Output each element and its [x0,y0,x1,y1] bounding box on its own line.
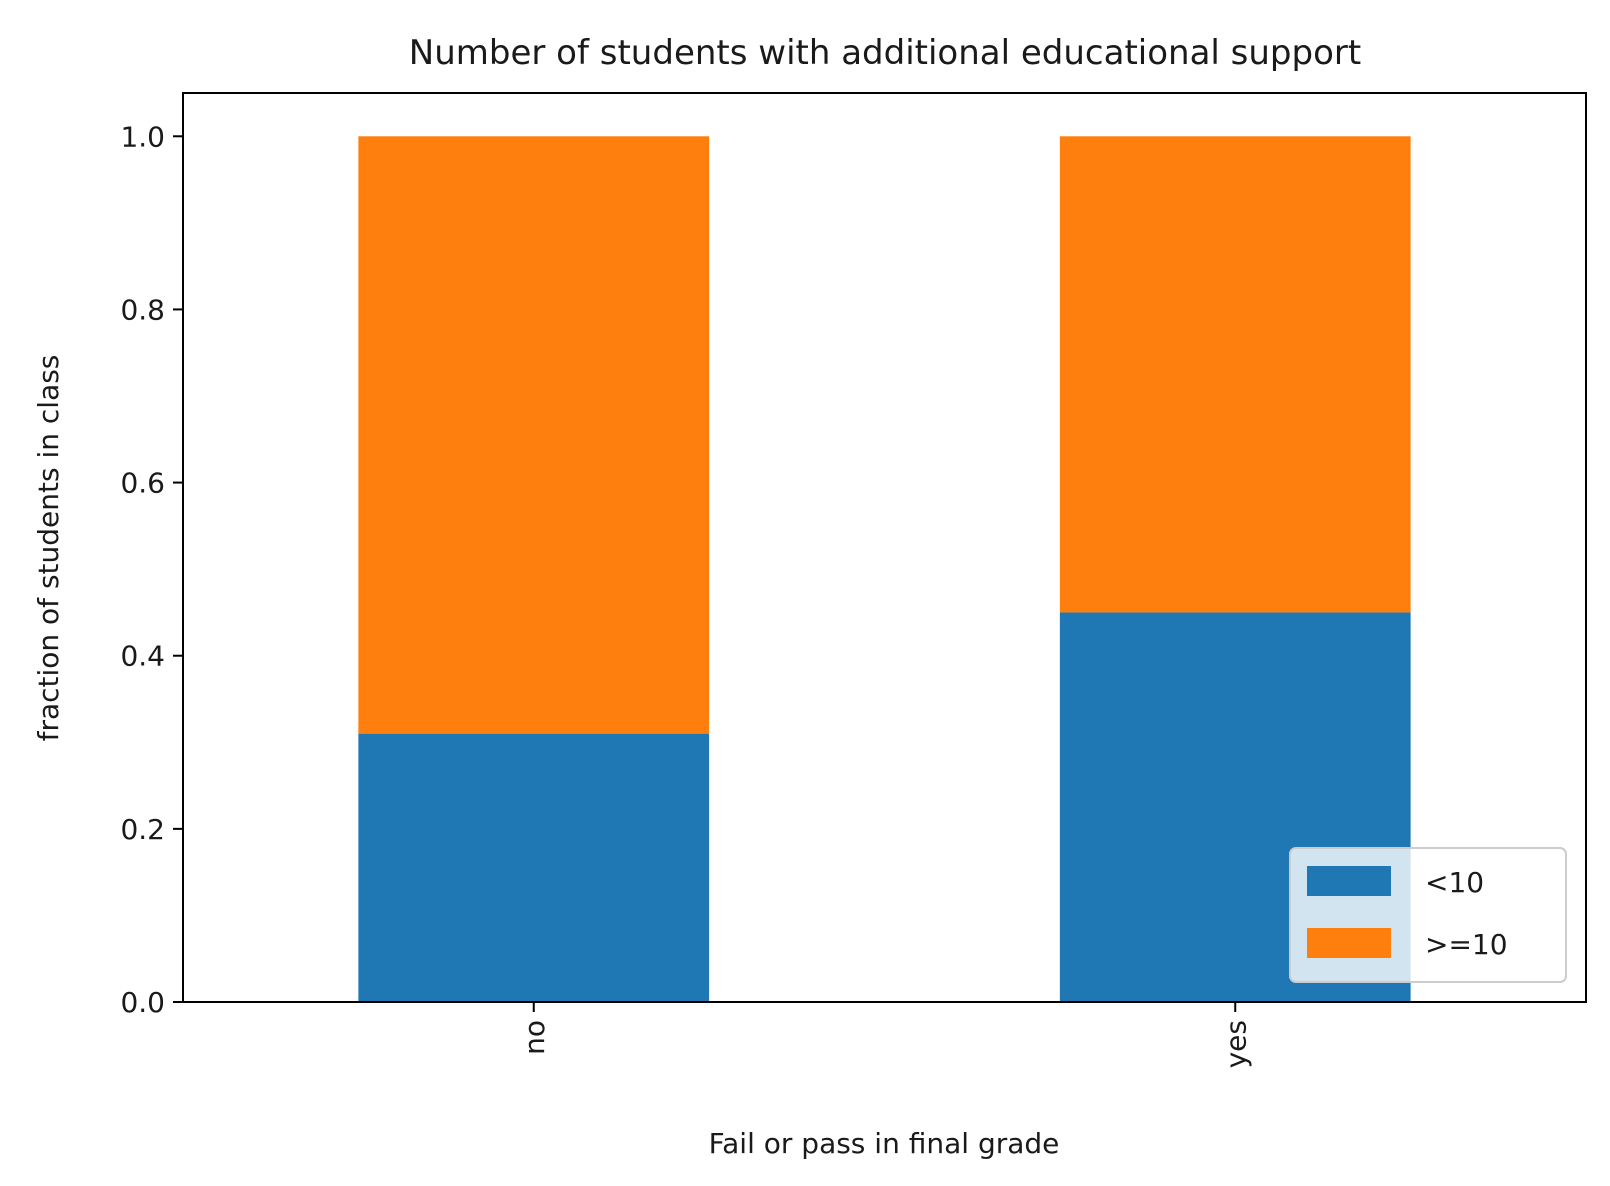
x-tick-label-yes: yes [1219,1020,1252,1068]
legend-swatch-0 [1307,866,1391,896]
bar-yes-series-1 [1059,136,1411,613]
y-tick-label: 0.4 [120,640,165,673]
y-tick-label: 0.2 [120,813,165,846]
bars-group [358,136,1411,1002]
bar-no-series-1 [358,136,710,734]
legend-swatch-1 [1307,928,1391,958]
legend-label-0: <10 [1425,866,1484,899]
x-axis-label: Fail or pass in final grade [709,1127,1060,1160]
y-tick-label: 0.8 [120,293,165,326]
chart-title: Number of students with additional educa… [409,33,1361,73]
bar-no-series-0 [358,733,710,1002]
x-axis: no yes [518,1002,1252,1068]
y-axis: 0.0 0.2 0.4 0.6 0.8 1.0 [120,120,183,1019]
legend: <10 >=10 [1289,847,1567,983]
y-tick-label: 0.0 [120,986,165,1019]
legend-label-1: >=10 [1425,928,1508,961]
y-tick-label: 1.0 [120,120,165,153]
y-axis-label: fraction of students in class [32,355,65,742]
x-tick-label-no: no [518,1020,551,1055]
plot-frame [182,92,1587,1003]
y-tick-label: 0.6 [120,467,165,500]
